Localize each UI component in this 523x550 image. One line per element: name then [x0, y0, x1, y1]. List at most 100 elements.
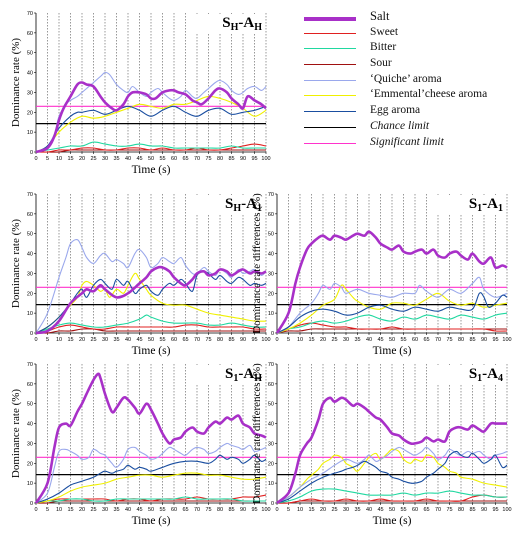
x-tick-label: 35 — [113, 337, 119, 343]
x-tick-label: 5 — [46, 507, 49, 513]
y-tick-label: 40 — [268, 422, 274, 428]
x-tick-label: 0 — [275, 337, 278, 343]
chart-panel: 0 10 20 30 40 50 60 70 0 5 10 15 20 25 30 35 40 45 50 55 60 6… — [10, 11, 271, 176]
panel-title-bg — [196, 195, 264, 215]
x-tick-label: 85 — [469, 337, 475, 343]
y-axis-label: Dominance rate (%) — [10, 389, 22, 479]
series-line — [276, 284, 508, 334]
x-tick-label: 0 — [34, 507, 37, 513]
x-tick-label: 50 — [148, 156, 154, 162]
legend-item: Egg aroma — [300, 104, 520, 120]
y-tick-label: 30 — [27, 441, 33, 447]
legend-item: Sour — [300, 57, 520, 73]
x-tick-label: 50 — [148, 507, 154, 513]
x-tick-label: 20 — [320, 337, 326, 343]
x-tick-label: 85 — [228, 156, 234, 162]
x-tick-label: 65 — [423, 507, 429, 513]
x-tick-label: 30 — [343, 337, 349, 343]
y-tick-label: 40 — [268, 252, 274, 258]
y-axis-label: Dominance rate differences (%) — [251, 363, 263, 504]
x-tick-label: 10 — [56, 337, 62, 343]
series-line — [276, 494, 508, 504]
y-tick-label: 10 — [27, 130, 33, 136]
x-tick-label: 0 — [275, 507, 278, 513]
y-tick-label: 60 — [27, 382, 33, 388]
series-line — [276, 488, 508, 504]
x-tick-label: 95 — [251, 156, 257, 162]
x-tick-label: 30 — [102, 337, 108, 343]
x-tick-label: 35 — [354, 337, 360, 343]
x-tick-label: 80 — [217, 507, 223, 513]
y-tick-label: 70 — [27, 11, 33, 17]
x-tick-label: 60 — [171, 337, 177, 343]
x-tick-label: 70 — [194, 507, 200, 513]
legend-swatch — [304, 79, 356, 81]
series-line — [276, 292, 508, 334]
x-tick-label: 30 — [102, 156, 108, 162]
x-tick-label: 80 — [458, 337, 464, 343]
y-tick-label: 70 — [27, 192, 33, 198]
x-tick-label: 80 — [458, 507, 464, 513]
x-axis-label: Time (s) — [373, 515, 412, 527]
legend-swatch — [304, 111, 356, 113]
y-tick-label: 20 — [27, 461, 33, 467]
series-line — [35, 442, 267, 504]
panel-title: S1-AH — [225, 366, 262, 384]
x-tick-label: 65 — [182, 507, 188, 513]
x-axis-label: Time (s) — [132, 515, 171, 527]
legend-item: ‘Emmental’cheese aroma — [300, 88, 520, 104]
x-tick-label: 0 — [34, 156, 37, 162]
legend-label: ‘Emmental’cheese aroma — [370, 88, 488, 101]
legend-label: Chance limit — [370, 119, 430, 132]
x-tick-label: 65 — [182, 337, 188, 343]
y-tick-label: 60 — [27, 31, 33, 37]
y-tick-label: 20 — [27, 110, 33, 116]
legend-swatch — [304, 17, 356, 21]
x-tick-label: 90 — [481, 337, 487, 343]
legend-swatch — [304, 32, 356, 34]
x-tick-label: 85 — [469, 507, 475, 513]
legend-swatch — [304, 142, 356, 144]
x-tick-label: 75 — [205, 507, 211, 513]
series-line — [35, 472, 267, 504]
legend-swatch — [304, 48, 356, 50]
y-tick-label: 0 — [30, 501, 33, 507]
chart-panel: 0 10 20 30 40 50 60 70 0 5 10 15 20 25 30 35 40 45 50 55 60 6… — [251, 192, 512, 357]
legend-item: Chance limit — [300, 120, 520, 136]
x-tick-label: 55 — [159, 507, 165, 513]
x-tick-label: 35 — [113, 507, 119, 513]
x-tick-label: 20 — [320, 507, 326, 513]
x-tick-label: 70 — [194, 337, 200, 343]
x-tick-label: 80 — [217, 156, 223, 162]
y-tick-label: 10 — [27, 311, 33, 317]
series-line — [35, 314, 267, 334]
x-tick-label: 85 — [228, 507, 234, 513]
y-tick-label: 50 — [27, 51, 33, 57]
series-line — [35, 143, 267, 153]
panel-title-bg — [437, 365, 505, 385]
series-line — [35, 496, 266, 504]
x-tick-label: 40 — [366, 507, 372, 513]
x-tick-label: 25 — [90, 156, 96, 162]
x-tick-label: 95 — [492, 507, 498, 513]
x-tick-label: 50 — [389, 337, 395, 343]
y-tick-label: 20 — [268, 291, 274, 297]
legend-label: Significant limit — [370, 135, 444, 148]
chart-panel: 0 10 20 30 40 50 60 70 0 5 10 15 20 25 30 35 40 45 50 55 60 6… — [10, 192, 271, 357]
y-tick-label: 70 — [27, 362, 33, 368]
y-tick-label: 30 — [268, 271, 274, 277]
x-tick-label: 15 — [308, 337, 314, 343]
series-line — [34, 372, 267, 504]
y-tick-label: 60 — [268, 382, 274, 388]
panel-title: SH-A1 — [225, 196, 262, 214]
x-tick-label: 55 — [159, 337, 165, 343]
x-tick-label: 85 — [228, 337, 234, 343]
panel-title: S1-A4 — [469, 366, 503, 384]
x-tick-label: 100 — [261, 507, 270, 513]
x-tick-label: 5 — [287, 337, 290, 343]
y-axis-label: Dominance rate differences (%) — [251, 193, 263, 334]
y-tick-label: 40 — [27, 422, 33, 428]
x-tick-label: 70 — [194, 156, 200, 162]
y-tick-label: 50 — [27, 232, 33, 238]
x-tick-label: 70 — [435, 507, 441, 513]
